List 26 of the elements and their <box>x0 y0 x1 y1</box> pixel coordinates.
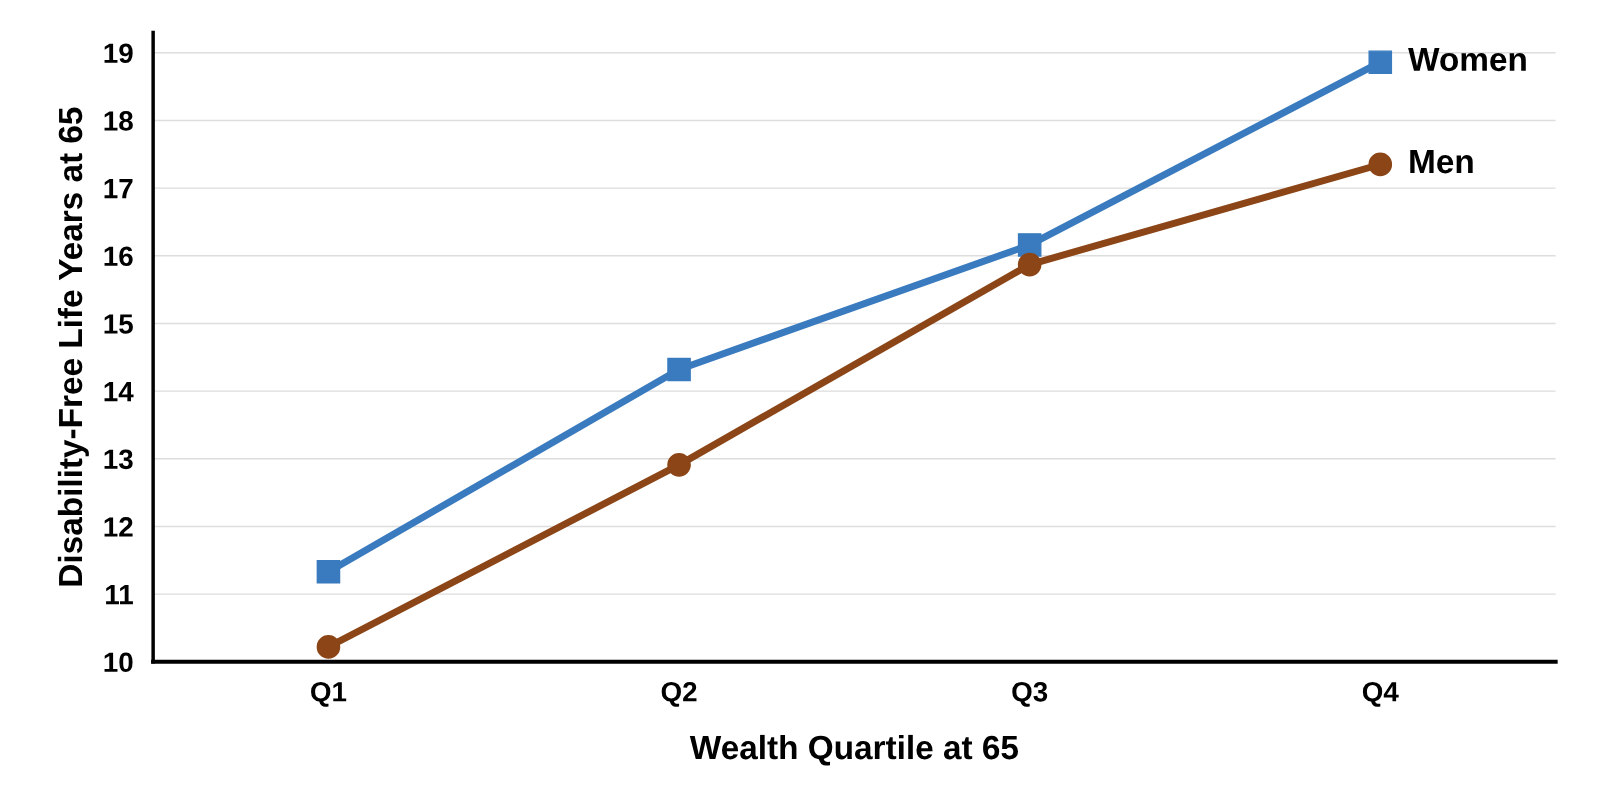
y-tick-label: 13 <box>104 449 133 470</box>
point <box>1368 50 1393 75</box>
point <box>1368 152 1393 177</box>
y-tick-label: 15 <box>104 314 133 334</box>
y-tick-label: 18 <box>104 111 133 131</box>
series-label: Women <box>1408 47 1526 72</box>
series-label: Men <box>1410 150 1473 174</box>
y-tick-label: 11 <box>106 585 133 605</box>
x-tick-label: Q1 <box>311 681 347 707</box>
y-tick-label: 12 <box>104 517 133 537</box>
point <box>1017 252 1042 277</box>
y-tick-label: 10 <box>104 652 133 673</box>
x-tick-label: Q3 <box>1012 681 1048 707</box>
point <box>1017 233 1042 257</box>
y-axis-title: Disability-Free Life Years at 65 <box>57 107 89 586</box>
x-axis-title: Wealth Quartile at 65 <box>689 734 1019 766</box>
y-tick-label: 16 <box>104 246 133 267</box>
point <box>316 635 341 659</box>
x-tick-label: Q2 <box>661 681 697 707</box>
x-tick-label: Q4 <box>1362 681 1399 707</box>
point <box>316 559 341 584</box>
point <box>667 453 691 477</box>
y-tick-label: 14 <box>104 382 134 402</box>
y-tick-label: 19 <box>104 43 133 64</box>
point <box>667 357 691 382</box>
y-tick-label: 17 <box>104 179 133 199</box>
